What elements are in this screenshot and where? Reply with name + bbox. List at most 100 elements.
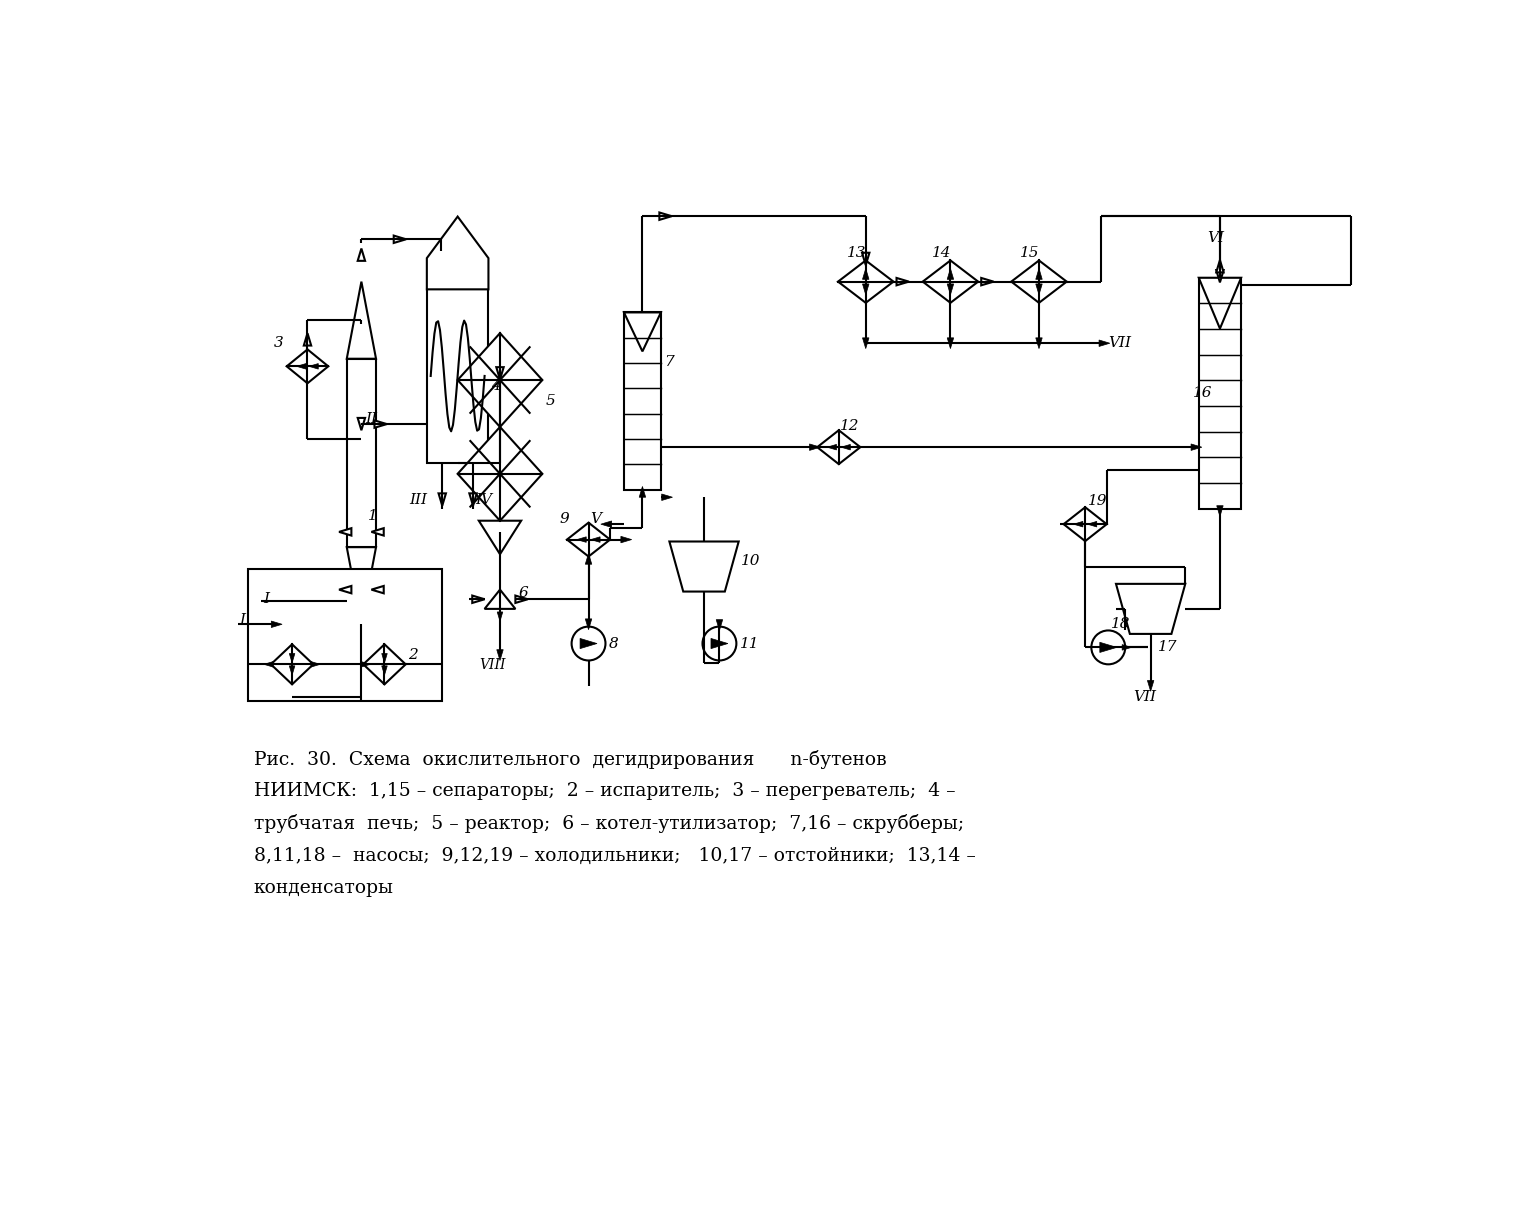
Polygon shape [948, 338, 954, 349]
Polygon shape [479, 520, 521, 554]
Polygon shape [1035, 284, 1043, 295]
Polygon shape [948, 284, 954, 295]
Polygon shape [496, 367, 504, 379]
Polygon shape [863, 268, 869, 279]
Polygon shape [347, 282, 376, 359]
Text: 5: 5 [545, 394, 554, 408]
Text: 10: 10 [740, 554, 760, 568]
Polygon shape [828, 444, 837, 450]
Polygon shape [1011, 261, 1066, 302]
Text: Рис.  30.  Схема  окислительного  дегидрирования      n-бутенов: Рис. 30. Схема окислительного дегидриров… [253, 749, 886, 769]
Text: 9: 9 [559, 512, 568, 526]
Polygon shape [809, 444, 820, 450]
Polygon shape [1217, 259, 1224, 273]
Bar [249, 569, 442, 701]
Polygon shape [624, 312, 660, 351]
Text: 11: 11 [739, 636, 759, 650]
Polygon shape [897, 278, 909, 285]
Text: II: II [366, 411, 378, 426]
Polygon shape [339, 586, 352, 594]
Polygon shape [621, 536, 631, 542]
Text: 3: 3 [273, 337, 283, 350]
Polygon shape [567, 523, 610, 557]
Text: 1: 1 [367, 509, 378, 524]
Bar [1198, 278, 1241, 509]
Polygon shape [1147, 681, 1154, 692]
Polygon shape [289, 654, 295, 662]
Polygon shape [358, 248, 366, 261]
Polygon shape [578, 537, 587, 542]
Polygon shape [310, 661, 319, 667]
Text: 6: 6 [519, 586, 528, 601]
Text: 15: 15 [1020, 246, 1040, 261]
Polygon shape [270, 644, 313, 684]
Text: 16: 16 [1193, 387, 1212, 400]
Polygon shape [296, 364, 306, 370]
Polygon shape [304, 333, 312, 345]
Text: 13: 13 [846, 246, 866, 261]
Polygon shape [581, 639, 598, 649]
Bar [347, 359, 376, 547]
Polygon shape [372, 586, 384, 594]
Polygon shape [585, 619, 591, 629]
Text: V: V [591, 512, 602, 526]
Polygon shape [601, 521, 611, 528]
Polygon shape [585, 553, 591, 564]
Polygon shape [361, 661, 370, 667]
Bar [427, 289, 488, 463]
Polygon shape [863, 284, 869, 295]
Bar [624, 312, 660, 490]
Polygon shape [472, 596, 484, 603]
Polygon shape [358, 417, 366, 431]
Text: 8: 8 [608, 636, 619, 650]
Polygon shape [842, 444, 851, 450]
Text: 18: 18 [1112, 617, 1130, 632]
Polygon shape [347, 547, 376, 624]
Circle shape [1092, 630, 1126, 665]
Polygon shape [659, 213, 671, 220]
Polygon shape [484, 590, 516, 608]
Polygon shape [264, 661, 273, 667]
Circle shape [702, 627, 736, 661]
Polygon shape [341, 599, 352, 605]
Polygon shape [1087, 521, 1097, 528]
Polygon shape [1100, 643, 1117, 652]
Text: трубчатая  печь;  5 – реактор;  6 – котел-утилизатор;  7,16 – скрубберы;: трубчатая печь; 5 – реактор; 6 – котел-у… [253, 814, 963, 834]
Polygon shape [393, 235, 406, 244]
Polygon shape [1035, 338, 1043, 349]
Polygon shape [591, 537, 601, 542]
Polygon shape [1190, 444, 1201, 450]
Text: 8,11,18 –  насосы;  9,12,19 – холодильники;   10,17 – отстойники;  13,14 –: 8,11,18 – насосы; 9,12,19 – холодильники… [253, 847, 975, 865]
Polygon shape [1198, 278, 1241, 328]
Polygon shape [1123, 645, 1132, 650]
Polygon shape [662, 494, 673, 501]
Polygon shape [496, 650, 504, 661]
Polygon shape [839, 261, 894, 302]
Polygon shape [375, 420, 387, 427]
Text: конденсаторы: конденсаторы [253, 879, 393, 897]
Polygon shape [289, 666, 295, 676]
Polygon shape [817, 431, 860, 464]
Polygon shape [427, 217, 488, 289]
Polygon shape [1117, 584, 1186, 634]
Text: 17: 17 [1158, 640, 1178, 655]
Polygon shape [498, 612, 502, 622]
Text: IV: IV [475, 492, 493, 507]
Text: НИИМСК:  1,15 – сепараторы;  2 – испаритель;  3 – перегреватель;  4 –: НИИМСК: 1,15 – сепараторы; 2 – испарител… [253, 782, 955, 800]
Circle shape [571, 627, 605, 661]
Text: I: I [240, 613, 246, 627]
Polygon shape [1035, 268, 1043, 279]
Polygon shape [470, 493, 476, 506]
Polygon shape [382, 666, 387, 676]
Text: VIII: VIII [479, 659, 505, 672]
Polygon shape [639, 486, 645, 497]
Text: 19: 19 [1089, 494, 1107, 508]
Polygon shape [1217, 271, 1224, 283]
Text: I: I [264, 592, 270, 606]
Polygon shape [458, 427, 542, 520]
Polygon shape [1074, 521, 1083, 528]
Polygon shape [364, 644, 406, 684]
Text: 14: 14 [931, 246, 951, 261]
Polygon shape [382, 654, 387, 662]
Text: 2: 2 [407, 647, 418, 662]
